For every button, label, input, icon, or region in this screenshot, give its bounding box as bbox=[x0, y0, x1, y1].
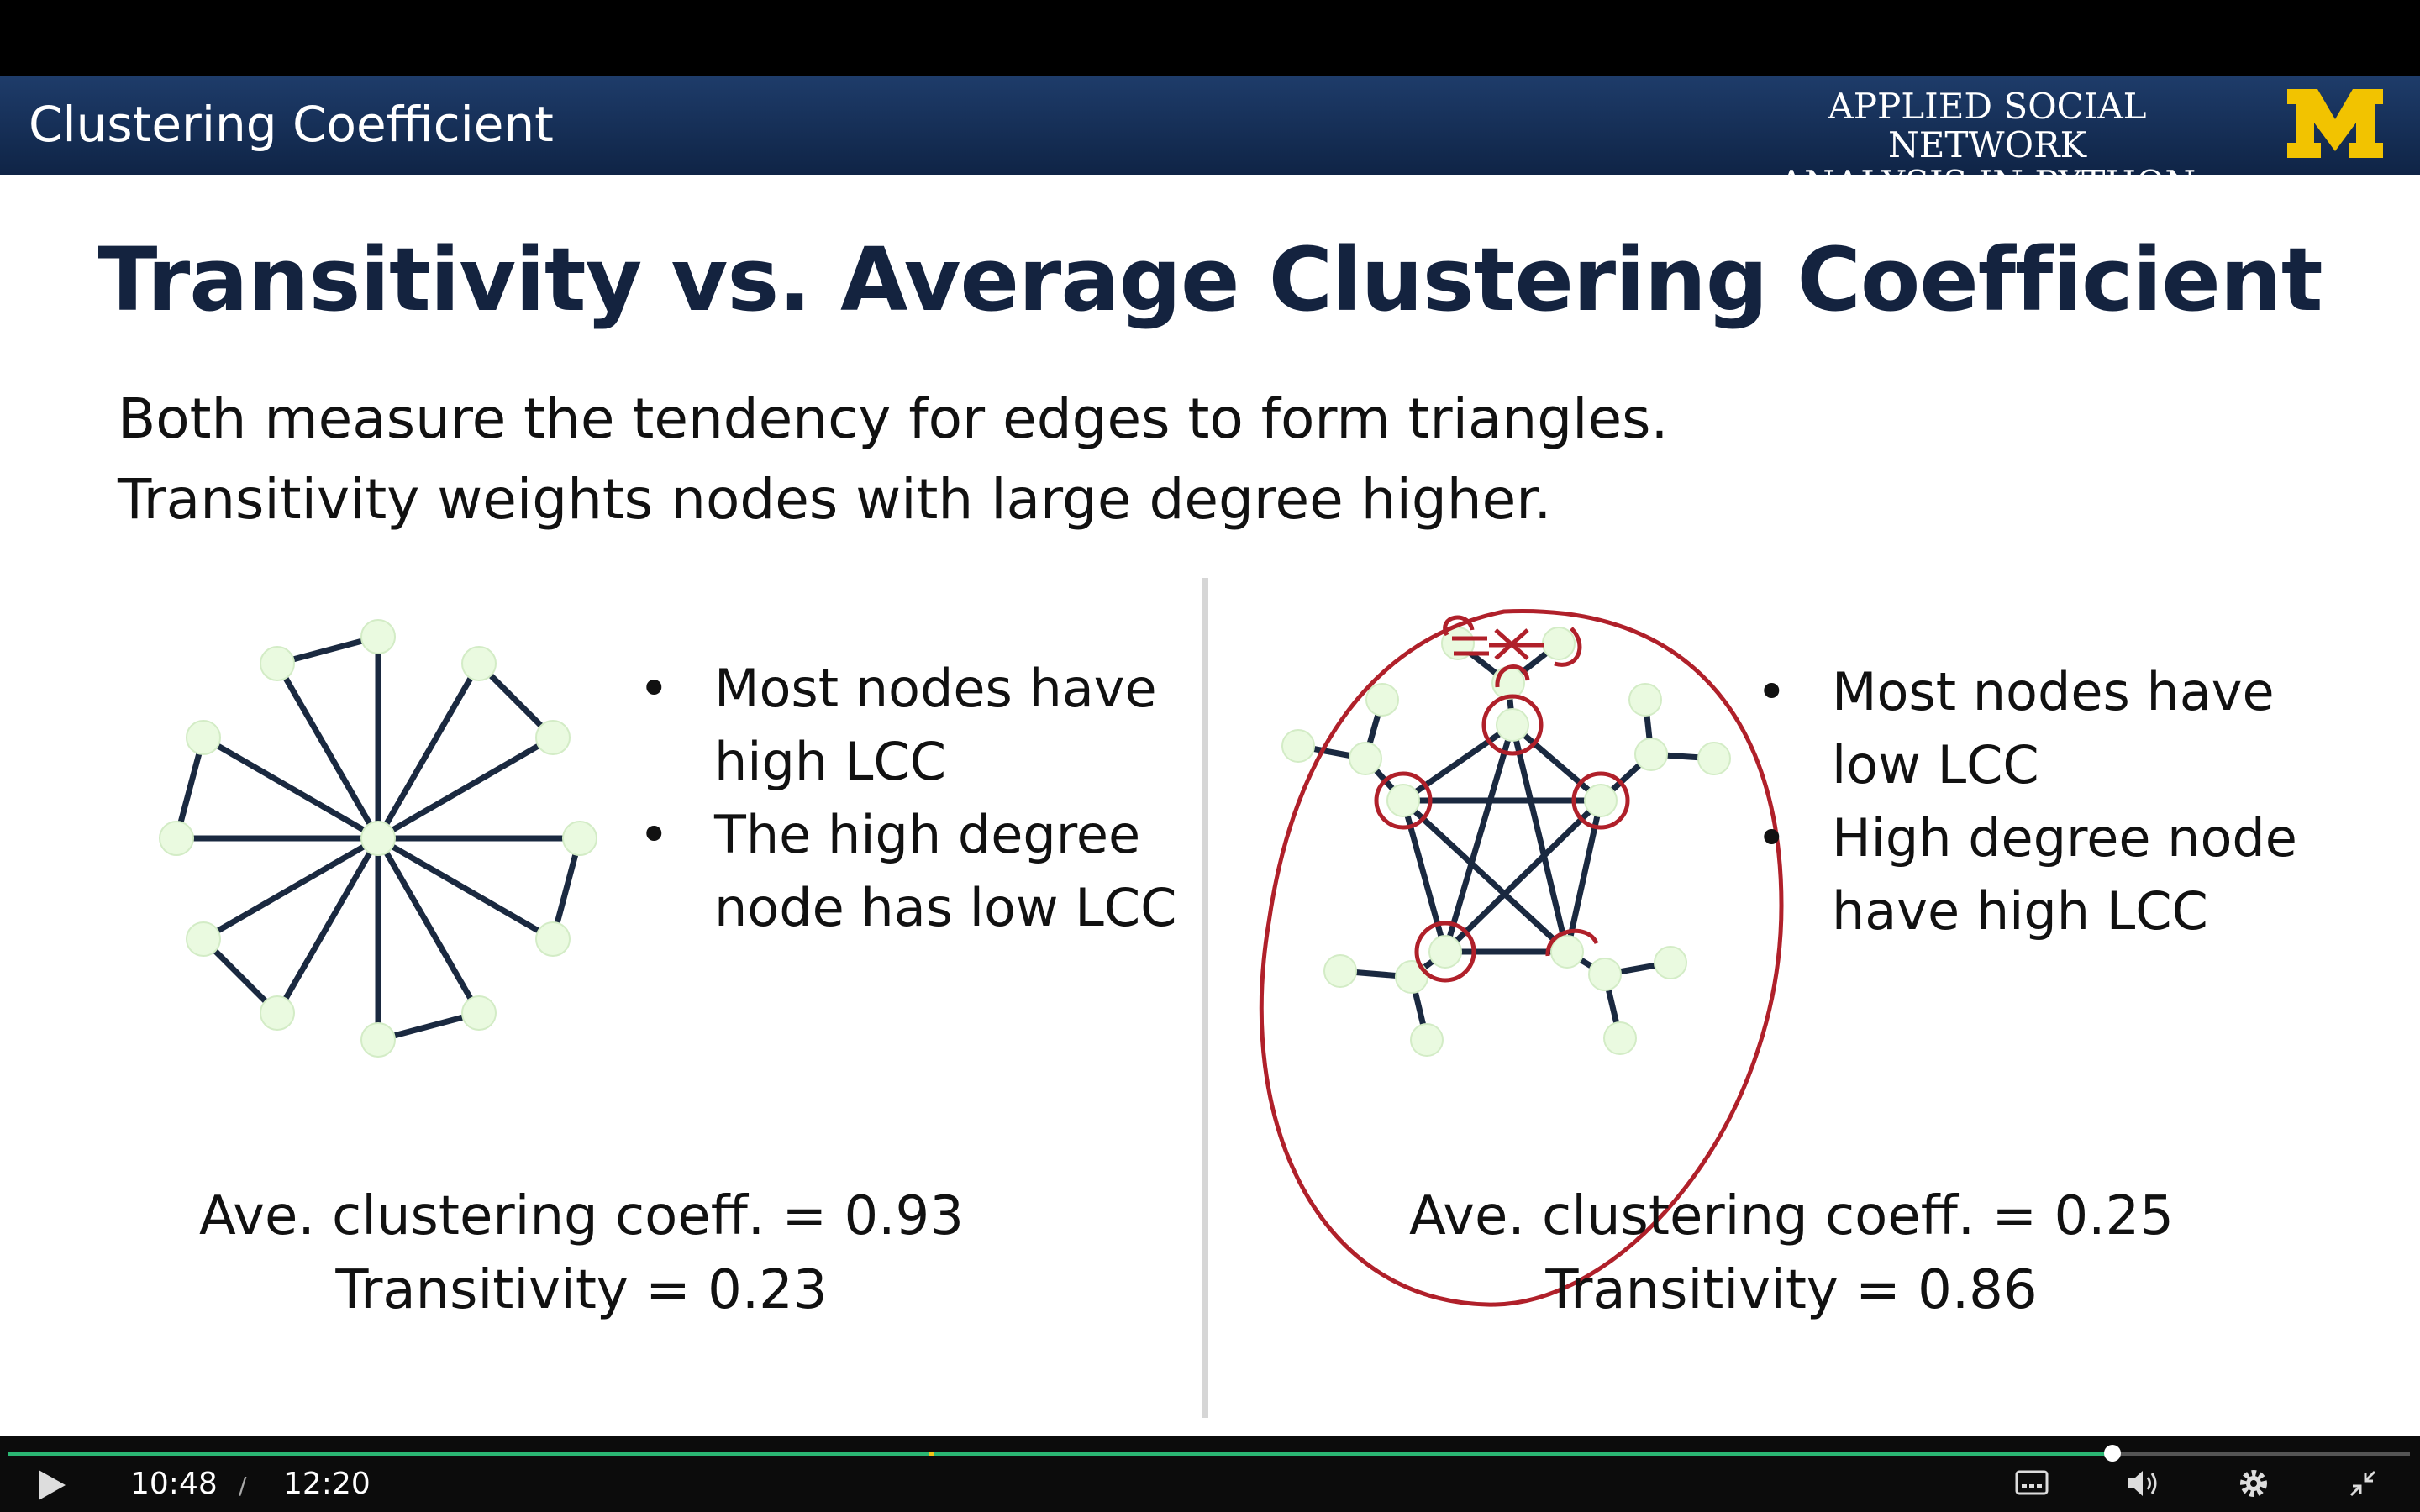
current-time: 10:48 bbox=[130, 1467, 218, 1501]
right-bullet-2: High degree node have high LCC bbox=[1756, 801, 2297, 948]
exit-fullscreen-icon[interactable] bbox=[2348, 1468, 2378, 1499]
left-avg-clustering: Ave. clustering coeff. = 0.93 bbox=[199, 1185, 964, 1247]
star-graph bbox=[159, 619, 597, 1058]
course-name-line1: APPLIED SOCIAL NETWORK bbox=[1828, 86, 2147, 165]
progress-bar[interactable] bbox=[8, 1445, 2410, 1462]
right-bullets: Most nodes have low LCC High degree node… bbox=[1756, 655, 2297, 948]
intro-line-2: Transitivity weights nodes with large de… bbox=[118, 467, 1552, 532]
clique-graph-nodes bbox=[1281, 627, 1731, 1057]
star-graph-nodes bbox=[159, 619, 597, 1058]
progress-played bbox=[8, 1452, 2112, 1456]
progress-cue-marker bbox=[929, 1452, 934, 1456]
left-bullet-1: Most nodes have high LCC bbox=[639, 652, 1176, 798]
clique-graph bbox=[1259, 609, 1784, 1307]
top-black-bar bbox=[0, 0, 2420, 76]
section-title: Clustering Coefficient bbox=[29, 96, 554, 153]
left-transitivity: Transitivity = 0.23 bbox=[335, 1259, 828, 1321]
play-icon[interactable] bbox=[37, 1468, 67, 1502]
progress-scrubber-handle[interactable] bbox=[2103, 1445, 2121, 1462]
right-bullet-1: Most nodes have low LCC bbox=[1756, 655, 2297, 801]
course-header: Clustering Coefficient APPLIED SOCIAL NE… bbox=[0, 76, 2420, 203]
captions-icon[interactable] bbox=[2015, 1470, 2049, 1497]
column-divider bbox=[1202, 578, 1208, 1418]
left-bullets: Most nodes have high LCC The high degree… bbox=[639, 652, 1176, 944]
volume-icon[interactable] bbox=[2126, 1468, 2161, 1499]
left-stats: Ave. clustering coeff. = 0.93 Transitivi… bbox=[161, 1179, 1002, 1327]
right-stats: Ave. clustering coeff. = 0.25 Transitivi… bbox=[1371, 1179, 2212, 1327]
michigan-logo-icon bbox=[2287, 89, 2383, 158]
right-transitivity: Transitivity = 0.86 bbox=[1545, 1259, 2038, 1321]
video-player-controls: 10:48 / 12:20 bbox=[0, 1436, 2420, 1512]
time-separator: / bbox=[239, 1472, 247, 1499]
settings-icon[interactable] bbox=[2237, 1467, 2270, 1500]
handwritten-annotations bbox=[1259, 609, 1784, 1307]
slide: Transitivity vs. Average Clustering Coef… bbox=[0, 175, 2420, 1436]
duration: 12:20 bbox=[283, 1467, 371, 1501]
slide-title: Transitivity vs. Average Clustering Coef… bbox=[97, 228, 2323, 331]
right-avg-clustering: Ave. clustering coeff. = 0.25 bbox=[1409, 1185, 2174, 1247]
intro-line-1: Both measure the tendency for edges to f… bbox=[118, 386, 1669, 451]
left-bullet-2: The high degree node has low LCC bbox=[639, 798, 1176, 944]
